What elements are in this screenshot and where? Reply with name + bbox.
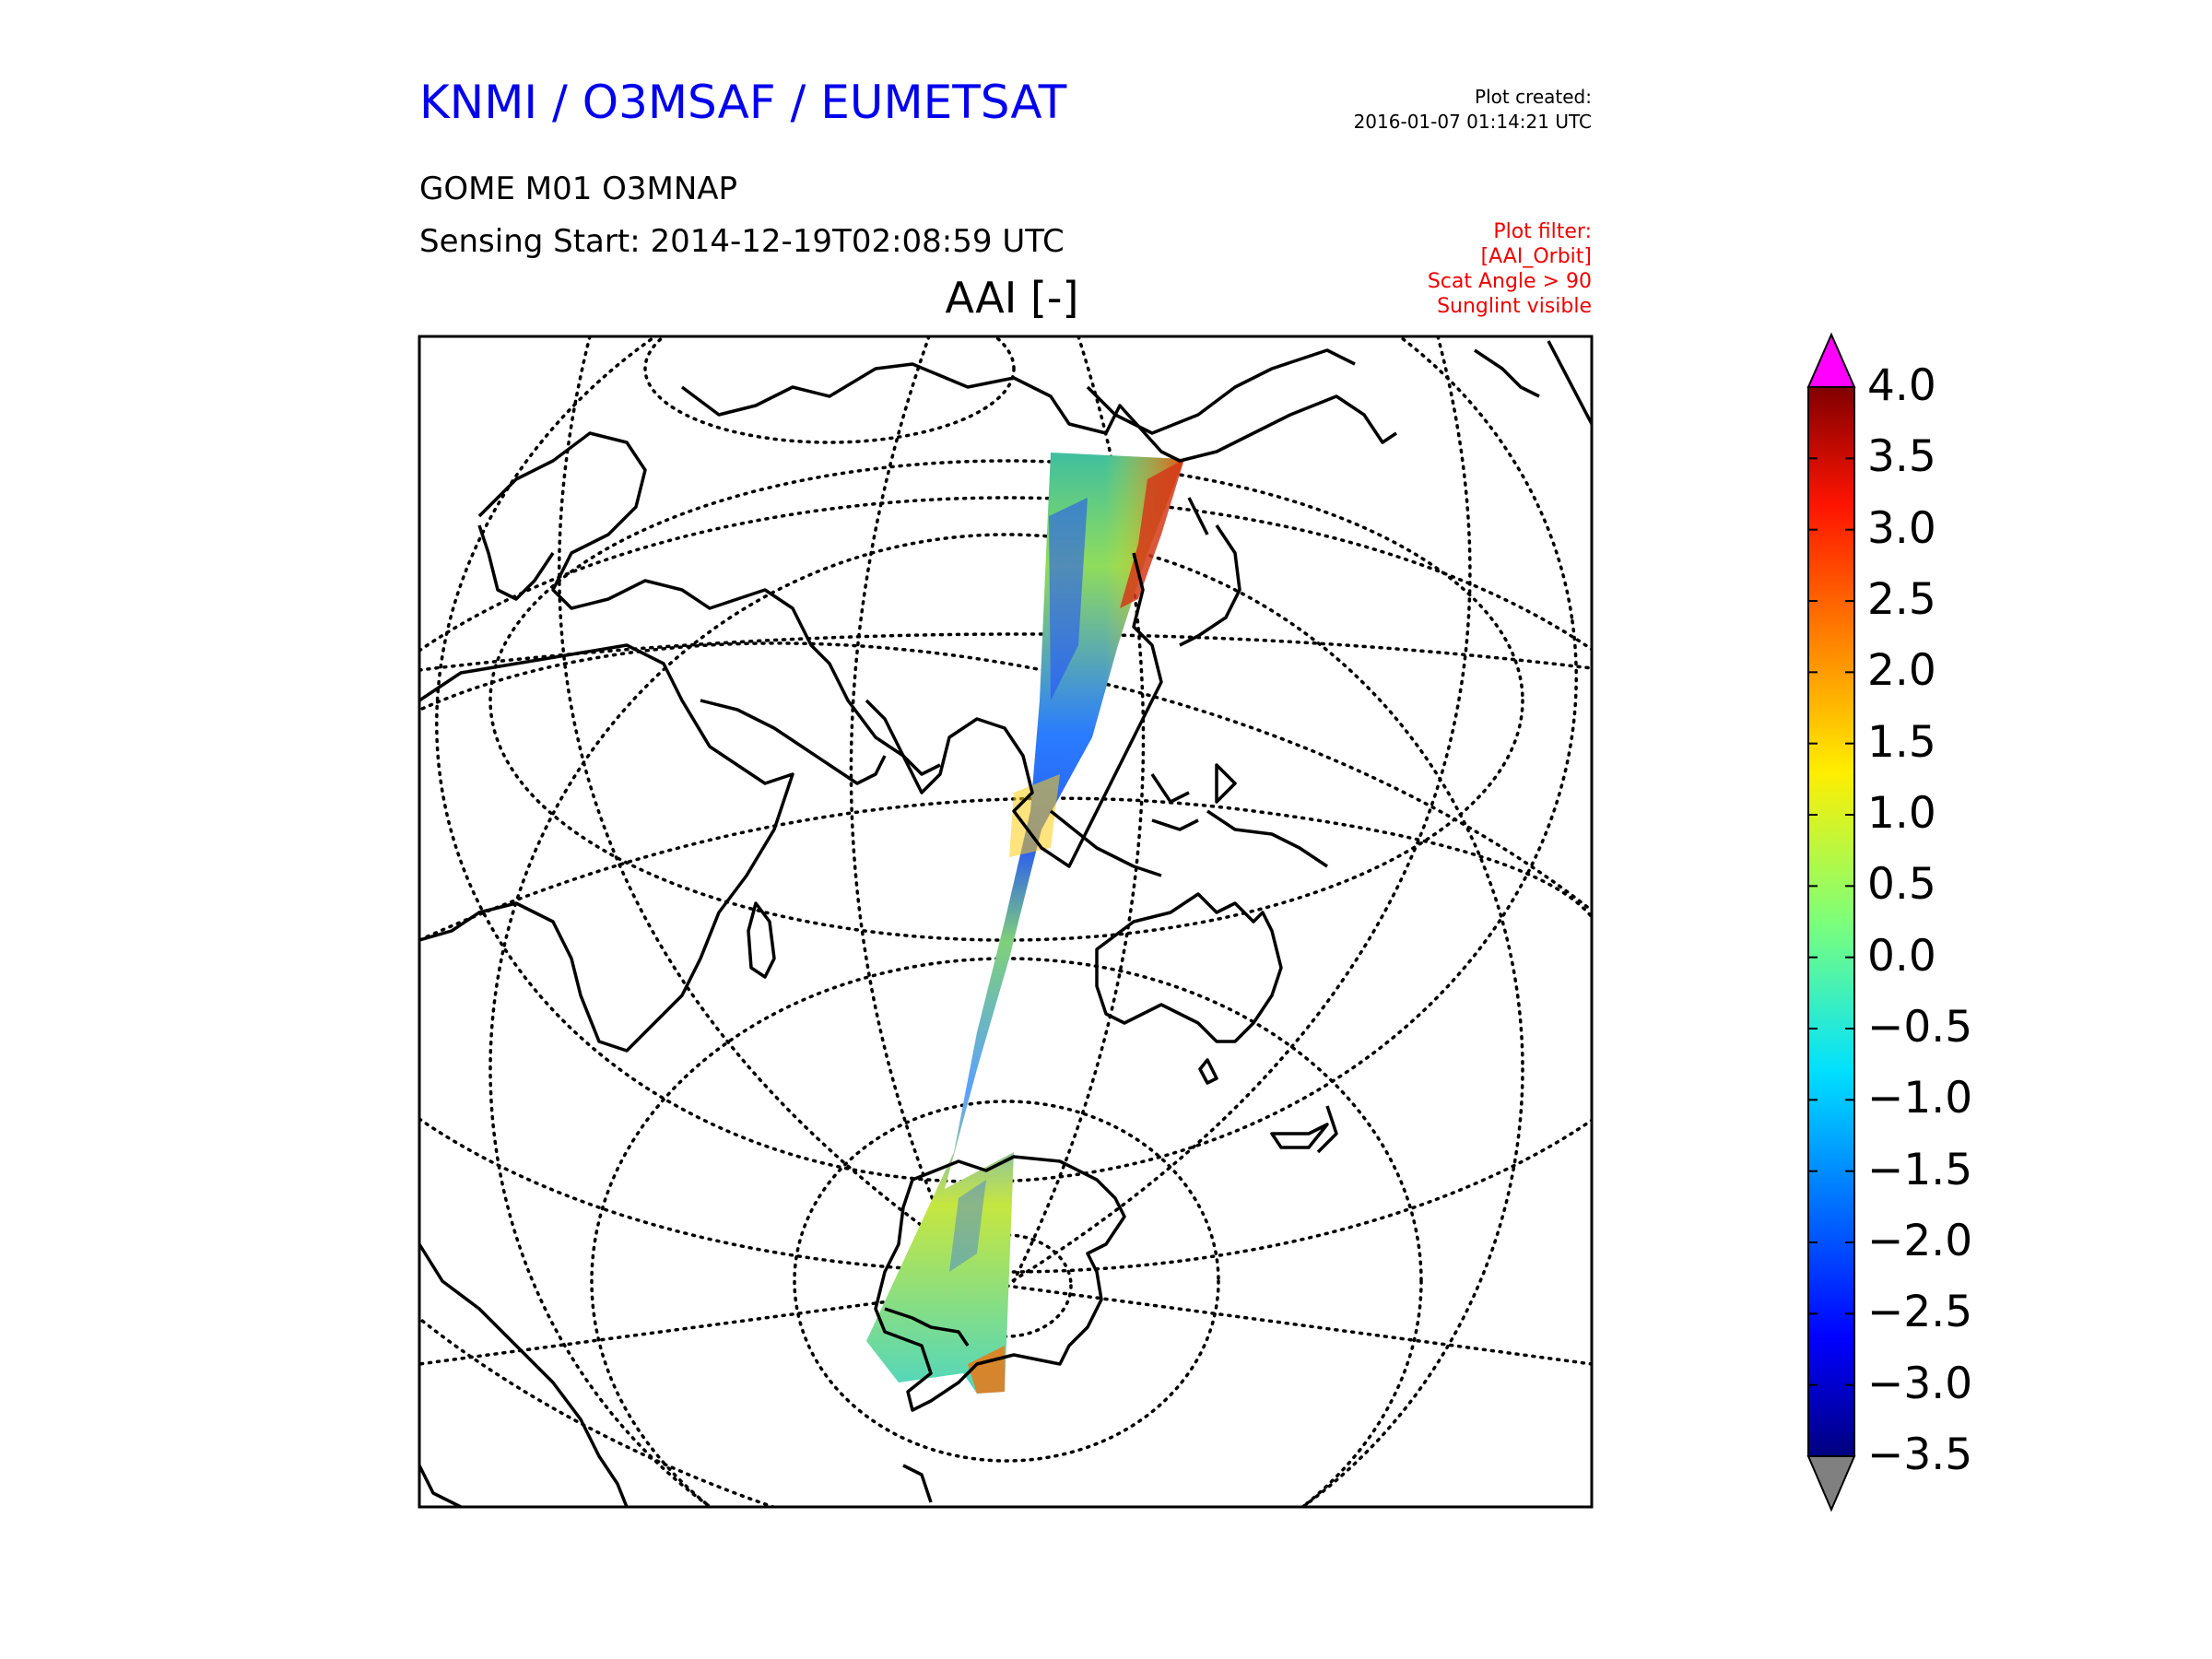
plot-created-info: Plot created: 2016-01-07 01:14:21 UTC	[1354, 85, 1592, 135]
plot-filter-line: [AAI_Orbit]	[1480, 245, 1592, 268]
colorbar-tick-label: 2.5	[1867, 574, 1936, 625]
colorbar-tick-label: 3.0	[1867, 502, 1936, 554]
product-name: GOME M01 O3MNAP	[419, 171, 738, 207]
colorbar-tick-label: 0.0	[1867, 930, 1936, 982]
map-content	[419, 336, 1592, 1507]
colorbar-tick-label: −2.5	[1867, 1287, 1973, 1338]
colorbar-tick-label: 0.5	[1867, 859, 1936, 911]
plot-filter-line: Sunglint visible	[1437, 295, 1592, 318]
plot-created-label: Plot created:	[1475, 86, 1592, 108]
colorbar-over-arrow	[1806, 332, 1856, 388]
colorbar-tick-label: −1.5	[1867, 1144, 1973, 1195]
colorbar-tick-label: 4.0	[1867, 360, 1936, 411]
colorbar-tick-label: −0.5	[1867, 1002, 1973, 1053]
colorbar-tick-label: 1.0	[1867, 788, 1936, 839]
plot-filter: Plot filter: [AAI_Orbit] Scat Angle > 90…	[1428, 219, 1592, 319]
colorbar-tick-label: −3.0	[1867, 1358, 1973, 1409]
colorbar-tick-label: 1.5	[1867, 716, 1936, 768]
colorbar-tick-label: 3.5	[1867, 431, 1936, 483]
colorbar-tick-label: −1.0	[1867, 1073, 1973, 1124]
plot-filter-title: Plot filter:	[1493, 220, 1592, 243]
colorbar-under-arrow	[1806, 1455, 1856, 1512]
header-org-title: KNMI / O3MSAF / EUMETSAT	[419, 76, 1067, 129]
coastlines	[419, 340, 1592, 1507]
aai-swath	[866, 453, 1184, 1394]
colorbar-tick-label: 2.0	[1867, 645, 1936, 697]
colorbar-gradient	[1807, 386, 1855, 1457]
colorbar-ticks	[1808, 386, 1854, 1457]
colorbar-tick-label: −2.0	[1867, 1216, 1973, 1266]
plot-filter-line: Scat Angle > 90	[1427, 270, 1592, 293]
plot-created-time: 2016-01-07 01:14:21 UTC	[1353, 111, 1592, 133]
colorbar	[1806, 332, 1856, 1512]
colorbar-tick-label: −3.5	[1867, 1430, 1973, 1480]
map-frame	[418, 335, 1594, 1509]
sensing-start: Sensing Start: 2014-12-19T02:08:59 UTC	[419, 223, 1065, 260]
map-title: AAI [-]	[945, 273, 1079, 323]
